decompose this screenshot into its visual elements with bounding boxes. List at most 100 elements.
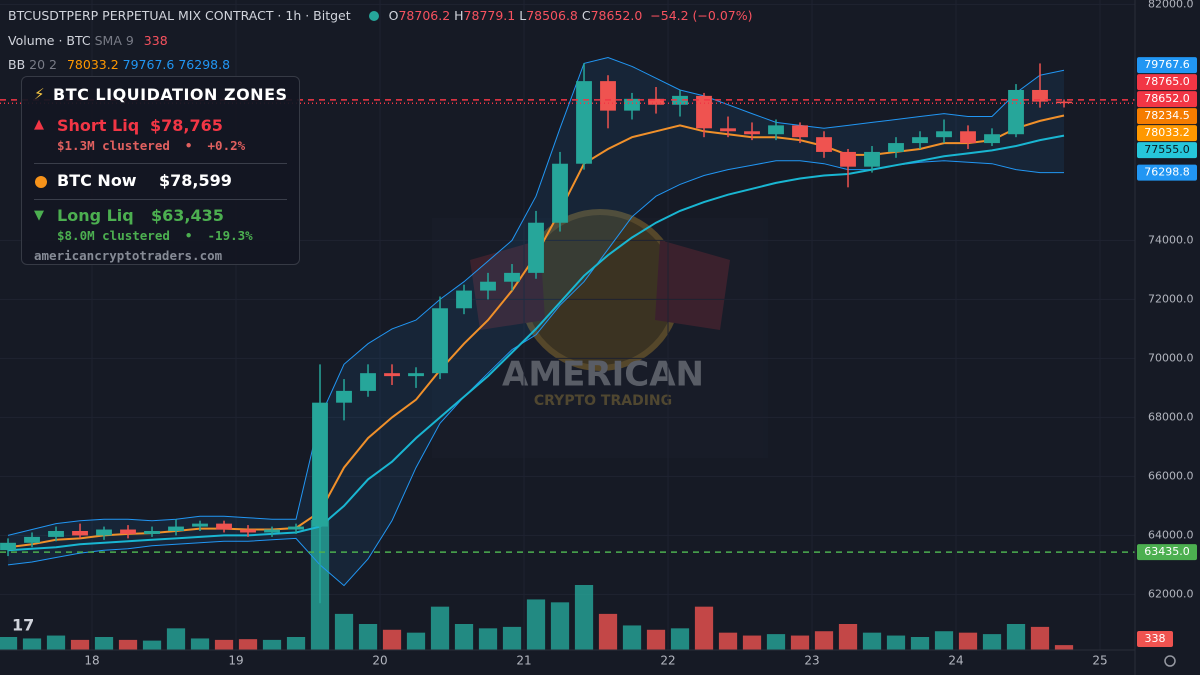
y-tick-label: 62000.0 [1148, 587, 1194, 600]
volume-bar [406, 632, 426, 650]
separator [34, 199, 287, 200]
volume-bar [694, 606, 714, 650]
volume-tag [1137, 631, 1173, 647]
candle-body [384, 373, 400, 377]
watermark: AMERICAN CRYPTO TRADING [432, 209, 768, 458]
candle-body [168, 526, 184, 531]
candle-body [72, 530, 88, 536]
volume-tag-label: 338 [1145, 632, 1166, 645]
bolt-icon: ⚡ [34, 85, 45, 103]
volume-bar [838, 624, 858, 650]
price-tag [1137, 91, 1197, 108]
candle-body [48, 530, 64, 537]
price-tag-label: 78652.0 [1144, 92, 1190, 105]
price-tag-label: 63435.0 [1144, 545, 1190, 558]
price-tag-label: 76298.8 [1144, 166, 1190, 179]
ohlc-value: 78779.1 [463, 8, 516, 23]
header-row: BTCUSDTPERP PERPETUAL MIX CONTRACT · 1h … [8, 8, 752, 23]
candle-body [984, 134, 1000, 144]
tv-logo: 17 [12, 616, 34, 635]
volume-bar [238, 639, 258, 650]
price-tag [1137, 74, 1197, 91]
candle-body [840, 151, 856, 167]
volume-bar [286, 637, 306, 650]
candle-body [288, 526, 304, 530]
x-tick-label: 23 [804, 654, 819, 668]
volume-bar [1054, 645, 1074, 650]
volume-bar [46, 635, 66, 650]
candle-body [720, 128, 736, 132]
volume-bar [886, 635, 906, 650]
volume-bar [454, 624, 474, 650]
short-detail: $1.3M clustered • +0.2% [57, 138, 246, 153]
volume-bar [862, 632, 882, 650]
volume-bar [814, 631, 834, 650]
y-tick-label: 82000.0 [1148, 0, 1194, 10]
x-tick-label: 20 [372, 654, 387, 668]
ohlc-value: 78506.8 [526, 8, 578, 23]
volume-bar [790, 635, 810, 650]
candle-body [1008, 89, 1024, 135]
symbol: BTCUSDTPERP PERPETUAL MIX CONTRACT · 1h … [8, 8, 351, 23]
indicator-label: BB [8, 57, 26, 72]
candle-body [792, 125, 808, 138]
candle-body [672, 95, 688, 105]
volume-bar [382, 629, 402, 650]
volume-bar [22, 638, 42, 650]
ohlc-value: 78706.2 [398, 8, 451, 23]
volume-bar [478, 628, 498, 650]
now-price: $78,599 [159, 171, 232, 190]
candle-body [864, 151, 880, 167]
candle-body [504, 272, 520, 282]
volume-bar [358, 624, 378, 650]
x-tick-label: 25 [1092, 654, 1107, 668]
volume-bar [262, 639, 282, 650]
volume-bar [214, 639, 234, 650]
volume-bar [0, 637, 18, 650]
band-fill [8, 57, 1064, 586]
volume-bar [742, 635, 762, 650]
volume-bar [142, 640, 162, 650]
now-dot [35, 176, 47, 188]
candle-body [888, 143, 904, 152]
candle-body [696, 95, 712, 129]
candle-body [744, 131, 760, 135]
short-price: $78,765 [150, 116, 223, 135]
indicator-line [7, 56, 1065, 536]
candle-body [960, 131, 976, 144]
volume-bar [622, 625, 642, 650]
ohlc-label: H [454, 8, 464, 23]
short-label: Short Liq [57, 116, 140, 135]
price-tag-label: 79767.6 [1144, 58, 1190, 71]
candle-body [432, 308, 448, 374]
candle-body [264, 529, 280, 533]
price-tag-label: 78765.0 [1144, 75, 1190, 88]
candle-body [240, 529, 256, 533]
price-tag [1137, 108, 1197, 125]
price-tag [1137, 142, 1197, 159]
settings-icon[interactable] [1164, 655, 1176, 667]
price-tag-label: 78234.5 [1144, 109, 1190, 122]
volume-bar [334, 613, 354, 650]
watermark-line2: CRYPTO TRADING [534, 393, 672, 409]
candle-body [192, 523, 208, 527]
indicator-value: 78033.2 [66, 57, 119, 72]
candle-body [144, 530, 160, 534]
candle-body [576, 81, 592, 164]
volume-bar [94, 637, 114, 650]
volume-bar [550, 602, 570, 650]
price-tag-label: 77555.0 [1144, 143, 1190, 156]
volume-bar [982, 634, 1002, 650]
volume-bar [910, 637, 930, 650]
y-tick-label: 64000.0 [1148, 528, 1194, 541]
now-label: BTC Now [57, 171, 137, 190]
volume-bar [190, 638, 210, 650]
long-price: $63,435 [151, 206, 224, 225]
site: americancryptotraders.com [34, 248, 223, 263]
candle-body [1032, 89, 1048, 102]
ohlc-label: C [581, 8, 591, 23]
candle-body [96, 529, 112, 536]
y-tick-label: 74000.0 [1148, 233, 1194, 246]
y-tick-label: 68000.0 [1148, 410, 1194, 423]
